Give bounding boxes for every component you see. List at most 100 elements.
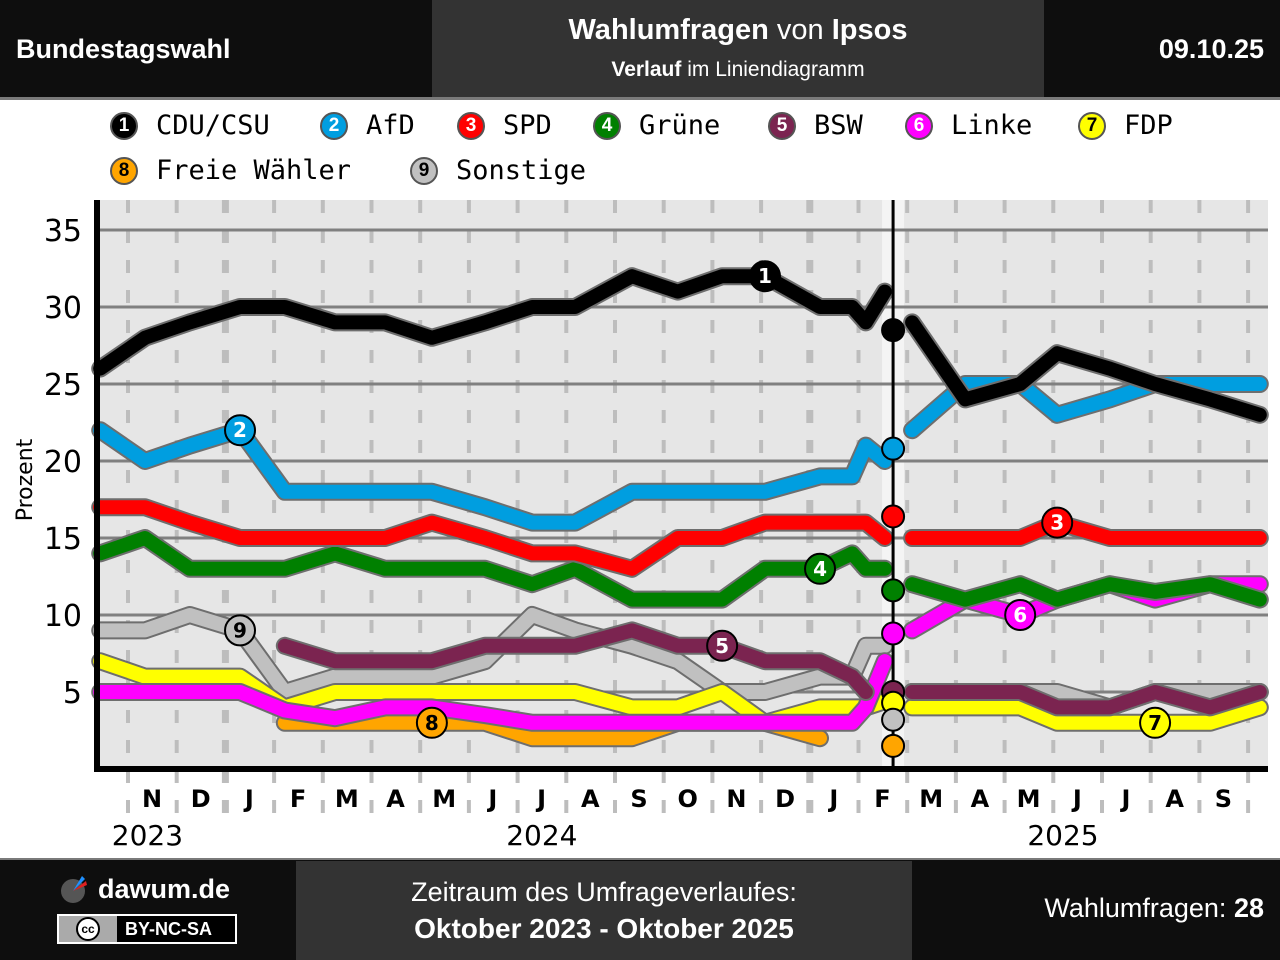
series-marker: [415, 706, 448, 739]
series-line-CDU/CSU: [905, 315, 1267, 422]
x-tick-label: M: [335, 785, 359, 813]
x-tick-label: N: [142, 785, 162, 813]
series-marker: [224, 414, 257, 447]
series-line-Linke: [93, 654, 892, 730]
y-axis-label: Prozent: [13, 438, 38, 521]
logo-text: dawum.de: [98, 873, 231, 904]
x-tick-label: J: [243, 785, 254, 813]
x-tick-label: O: [677, 785, 697, 813]
legend-item: 6 Linke: [905, 110, 1032, 141]
x-year-label: 2025: [1027, 819, 1098, 852]
election-result-dot: [881, 436, 906, 461]
legend-label: AfD: [366, 110, 415, 141]
series-line-CDU/CSU: [93, 269, 892, 376]
election-result-dot: [881, 707, 906, 732]
y-tick-label: 15: [44, 522, 82, 557]
legend-label: Grüne: [639, 110, 721, 141]
legend-label: CDU/CSU: [156, 110, 270, 141]
series-marker-label: 9: [233, 618, 247, 642]
series-line-FDP: [93, 654, 892, 730]
series-marker: [1041, 506, 1074, 539]
legend-label: BSW: [814, 110, 863, 141]
dawum-logo[interactable]: dawum.de: [60, 873, 230, 905]
title-part-2: von: [768, 14, 832, 46]
series-marker: [1004, 599, 1037, 631]
cc-icon: cc: [76, 917, 100, 941]
legend-item: 8 Freie Wähler: [110, 155, 351, 186]
legend-label: Sonstige: [456, 155, 587, 186]
y-tick-label: 5: [63, 676, 82, 711]
series-marker: [804, 552, 837, 585]
x-tick-label: M: [432, 785, 456, 813]
legend-label: FDP: [1124, 110, 1173, 141]
x-tick-label: N: [726, 785, 746, 813]
x-tick-label: J: [1071, 785, 1082, 813]
legend-badge: 9: [410, 156, 438, 185]
legend-label: Linke: [951, 110, 1033, 141]
header-date: 09.10.25: [1158, 34, 1264, 64]
x-tick-label: J: [1120, 785, 1131, 813]
x-year-label: 2024: [506, 819, 577, 852]
series-marker-label: 7: [1148, 711, 1162, 735]
series-line-Grüne: [905, 577, 1267, 607]
election-result-dot: [881, 621, 906, 646]
series-line-BSW: [277, 623, 873, 699]
x-tick-label: J: [827, 785, 838, 813]
x-tick-label: M: [1017, 785, 1041, 813]
series-marker: [706, 629, 739, 662]
subtitle-part-2: im Liniendiagramm: [681, 58, 865, 81]
legend-badge: 2: [320, 111, 348, 140]
series-marker-label: 2: [233, 418, 247, 442]
series-line-BSW: [905, 685, 1267, 715]
series-line-FDP: [905, 700, 1267, 730]
x-tick-label: S: [1215, 785, 1232, 813]
legend-item: 5 BSW: [768, 110, 863, 141]
legend-badge: 6: [905, 111, 933, 140]
series-marker: [224, 614, 257, 647]
y-tick-label: 20: [44, 445, 82, 480]
header-title-block: Wahlumfragen von Ipsos Verlauf im Linien…: [432, 0, 1044, 97]
legend-item: 1 CDU/CSU: [110, 110, 270, 141]
poll-count: Wahlumfragen: 28: [1044, 893, 1264, 924]
legend-item: 7 FDP: [1078, 110, 1173, 141]
header-divider: [0, 97, 1280, 100]
title-part-1: Wahlumfragen: [568, 14, 769, 46]
series-marker-label: 8: [425, 711, 439, 735]
y-tick-label: 30: [44, 291, 82, 326]
x-tick-label: A: [971, 785, 990, 813]
period-block: Zeitraum des Umfrageverlaufes: Oktober 2…: [296, 861, 912, 960]
page-title: Wahlumfragen von Ipsos: [432, 14, 1044, 47]
page-subtitle: Verlauf im Liniendiagramm: [432, 58, 1044, 82]
election-result-dot: [881, 504, 906, 529]
cc-badge-left: cc: [59, 916, 117, 942]
legend-item: 9 Sonstige: [410, 155, 586, 186]
election-name: Bundestagswahl: [16, 34, 231, 64]
y-tick-label: 25: [44, 368, 82, 403]
x-tick-label: J: [486, 785, 497, 813]
pollster-name: Ipsos: [831, 14, 908, 46]
x-tick-label: D: [775, 785, 795, 813]
series-line-AfD: [905, 377, 1267, 438]
x-tick-label: F: [874, 785, 890, 813]
period-value: Oktober 2023 - Oktober 2025: [414, 913, 794, 944]
x-tick-label: D: [191, 785, 211, 813]
poll-count-label: Wahlumfragen:: [1044, 893, 1234, 923]
series-line-SPD: [905, 515, 1267, 545]
legend-badge: 3: [457, 111, 485, 140]
y-tick-label: 35: [44, 214, 82, 249]
x-year-label: 2023: [112, 819, 183, 852]
pie-logo-icon: [61, 876, 87, 903]
license-badge[interactable]: cc BY-NC-SA: [57, 914, 237, 944]
legend-badge: 8: [110, 156, 138, 185]
legend-badge: 1: [110, 111, 138, 140]
legend-badge: 5: [768, 111, 796, 140]
legend-badge: 4: [593, 111, 621, 140]
legend-item: 4 Grüne: [593, 110, 720, 141]
license-text: BY-NC-SA: [125, 918, 213, 939]
series-marker-label: 4: [813, 557, 827, 581]
election-result-dot: [881, 578, 906, 603]
period-label: Zeitraum des Umfrageverlaufes:: [411, 877, 797, 907]
y-tick-label: 10: [44, 599, 82, 634]
x-tick-label: F: [290, 785, 306, 813]
